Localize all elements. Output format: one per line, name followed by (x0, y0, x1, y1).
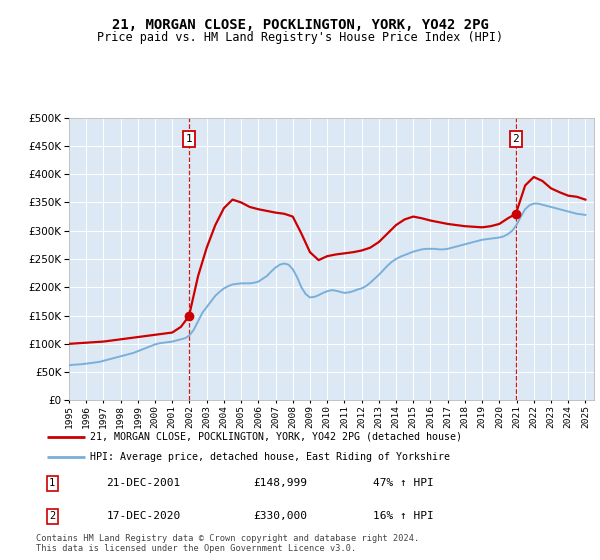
Text: 21, MORGAN CLOSE, POCKLINGTON, YORK, YO42 2PG (detached house): 21, MORGAN CLOSE, POCKLINGTON, YORK, YO4… (90, 432, 463, 442)
Text: 47% ↑ HPI: 47% ↑ HPI (373, 478, 433, 488)
Text: 17-DEC-2020: 17-DEC-2020 (107, 511, 181, 521)
Text: Contains HM Land Registry data © Crown copyright and database right 2024.
This d: Contains HM Land Registry data © Crown c… (36, 534, 419, 553)
Text: HPI: Average price, detached house, East Riding of Yorkshire: HPI: Average price, detached house, East… (90, 452, 450, 462)
Text: £330,000: £330,000 (253, 511, 307, 521)
Text: 2: 2 (512, 134, 519, 144)
Text: 21-DEC-2001: 21-DEC-2001 (107, 478, 181, 488)
Text: 16% ↑ HPI: 16% ↑ HPI (373, 511, 433, 521)
Text: Price paid vs. HM Land Registry's House Price Index (HPI): Price paid vs. HM Land Registry's House … (97, 31, 503, 44)
Text: 1: 1 (185, 134, 193, 144)
Text: 1: 1 (49, 478, 55, 488)
Text: 21, MORGAN CLOSE, POCKLINGTON, YORK, YO42 2PG: 21, MORGAN CLOSE, POCKLINGTON, YORK, YO4… (112, 18, 488, 32)
Text: 2: 2 (49, 511, 55, 521)
Text: £148,999: £148,999 (253, 478, 307, 488)
